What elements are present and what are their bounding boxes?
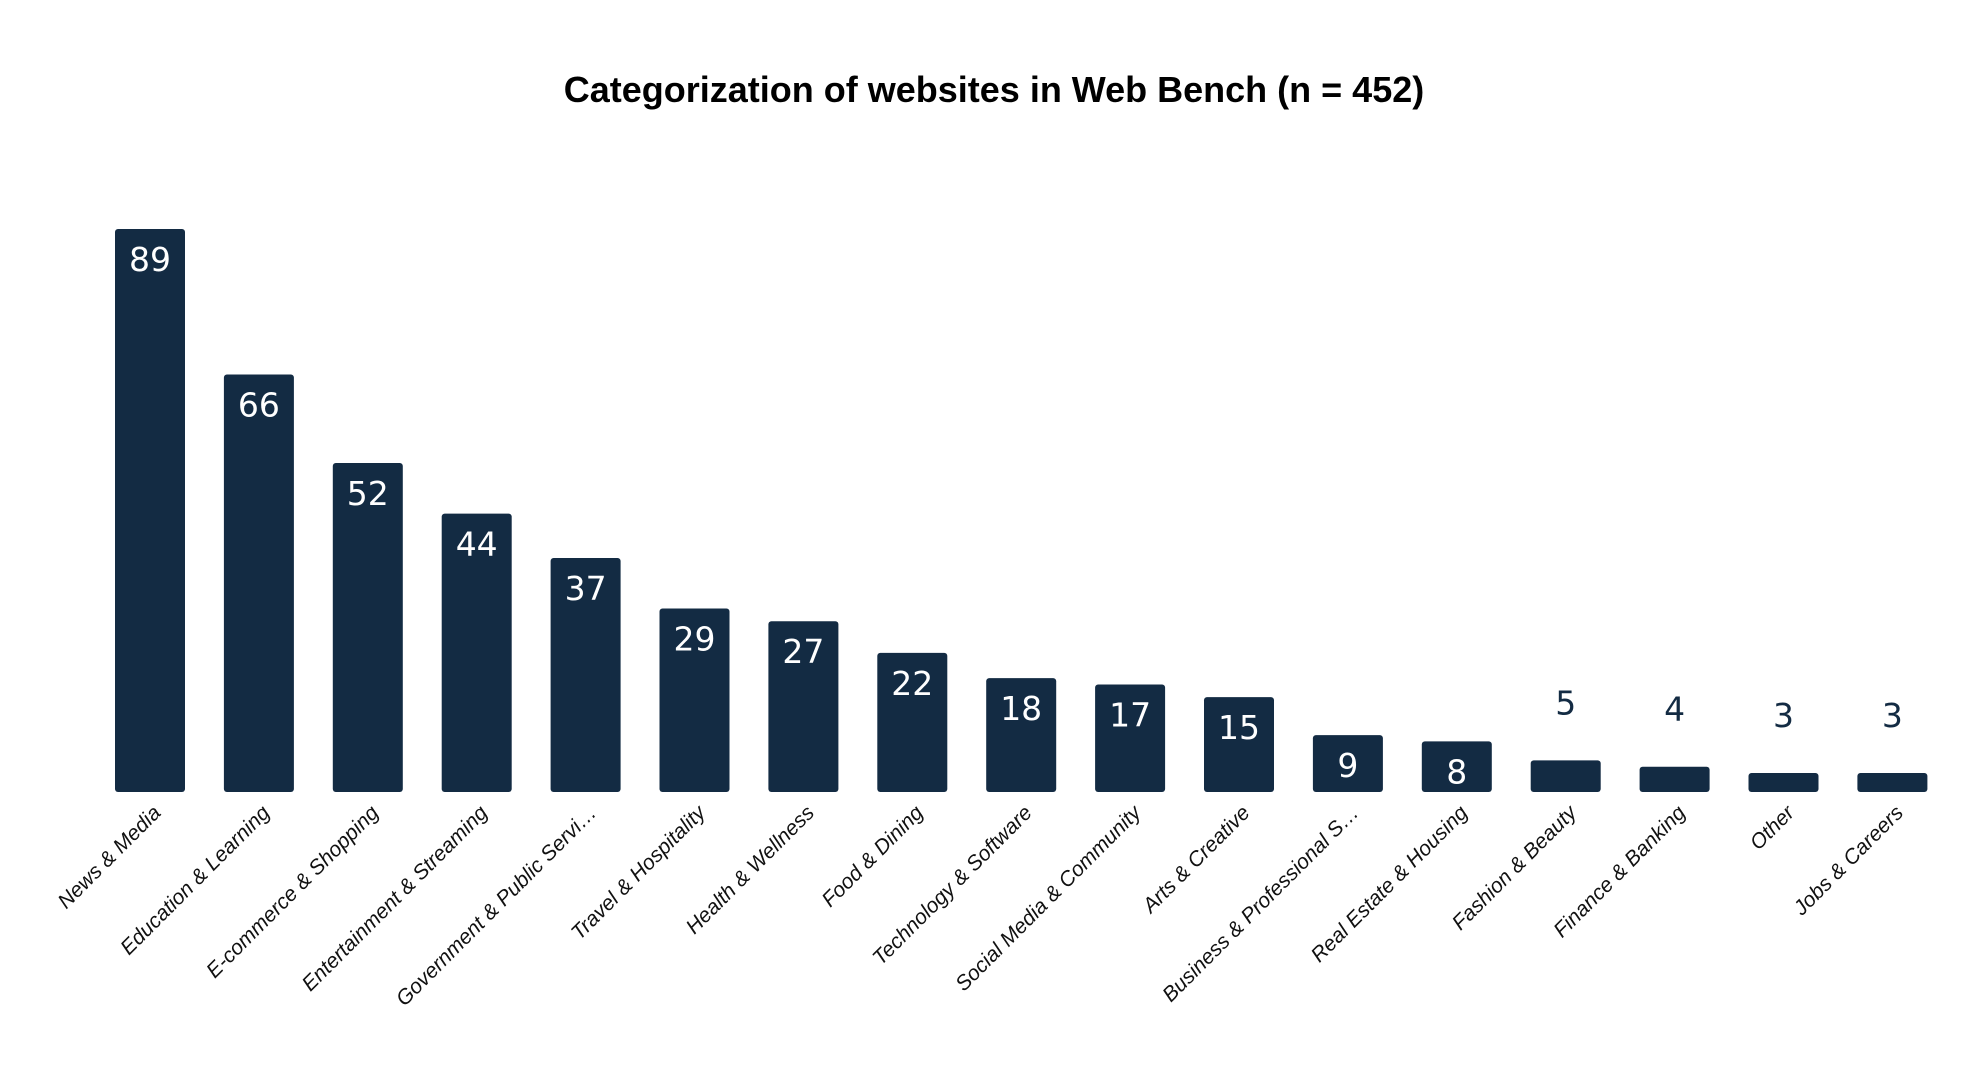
- bar: [659, 608, 730, 792]
- data-label: 29: [674, 620, 716, 659]
- bar: [115, 229, 185, 792]
- data-label: 52: [347, 474, 389, 513]
- x-tick-label: News & Media: [54, 801, 166, 913]
- bar: [441, 513, 512, 792]
- data-label: 18: [1000, 689, 1042, 728]
- data-label: 4: [1664, 690, 1685, 729]
- x-tick-label: Other: [1746, 801, 1800, 855]
- data-label: 89: [129, 240, 171, 279]
- bars-group: 89 66 52 44 37 29 27 22 18 17 15 9 8 5 4 3 3: [115, 229, 1928, 792]
- bar: [550, 557, 621, 792]
- data-label: 5: [1555, 683, 1576, 722]
- bar: [1639, 766, 1710, 792]
- data-label: 66: [238, 385, 280, 424]
- chart-title: Categorization of websites in Web Bench …: [564, 69, 1424, 110]
- bar: [1530, 760, 1601, 792]
- x-tick-label: Entertainment & Streaming: [298, 801, 493, 996]
- bar: [1748, 773, 1819, 792]
- x-tick-label: E-commerce & Shopping: [202, 801, 384, 983]
- bar: [1421, 741, 1492, 792]
- bar: [223, 374, 294, 792]
- x-tick-label: Business & Professional S…: [1158, 801, 1363, 1006]
- x-tick-label: Food & Dining: [817, 801, 928, 912]
- data-label: 3: [1773, 696, 1794, 735]
- bar: [986, 678, 1057, 792]
- x-tick-label: Arts & Creative: [1137, 801, 1255, 919]
- data-label: 9: [1337, 746, 1358, 785]
- x-tick-label: Jobs & Careers: [1789, 801, 1909, 921]
- x-tick-label: Government & Public Servi…: [392, 801, 601, 1010]
- data-label: 27: [782, 632, 824, 671]
- data-label: 3: [1882, 696, 1903, 735]
- data-label: 17: [1109, 695, 1151, 734]
- data-label: 37: [565, 569, 607, 608]
- data-label: 8: [1446, 752, 1467, 791]
- x-tick-label: Social Media & Community: [951, 800, 1147, 996]
- bar: [1204, 697, 1274, 792]
- bar: [1095, 684, 1166, 792]
- bar: [768, 621, 839, 792]
- data-label: 15: [1218, 708, 1260, 747]
- data-label: 44: [456, 525, 498, 564]
- bar: [1312, 735, 1383, 792]
- bar: [332, 463, 403, 792]
- bar: [1857, 773, 1928, 792]
- bar: [877, 652, 948, 792]
- data-label: 22: [891, 664, 933, 703]
